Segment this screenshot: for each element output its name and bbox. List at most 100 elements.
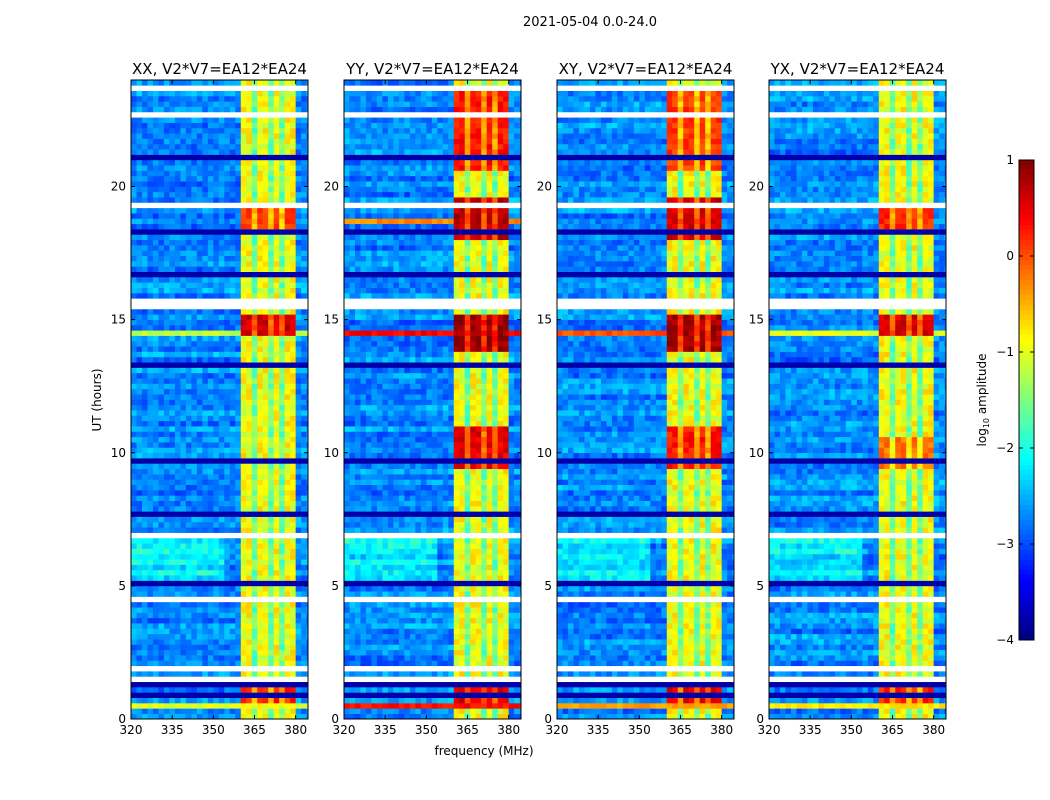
heatmap-cell bbox=[196, 516, 203, 523]
heatmap-cell bbox=[387, 575, 394, 581]
heatmap-cell bbox=[301, 426, 307, 432]
heatmap-cell bbox=[240, 80, 247, 86]
heatmap-cell bbox=[235, 165, 242, 171]
heatmap-cell bbox=[508, 596, 515, 603]
heatmap-cell bbox=[426, 580, 433, 587]
heatmap-cell bbox=[246, 138, 253, 145]
heatmap-cell bbox=[169, 580, 176, 587]
heatmap-cell bbox=[136, 202, 143, 209]
heatmap-cell bbox=[409, 713, 416, 720]
heatmap-cell bbox=[196, 346, 203, 352]
heatmap-cell bbox=[268, 298, 274, 304]
heatmap-cell bbox=[240, 692, 247, 699]
heatmap-cell bbox=[387, 553, 394, 560]
heatmap-cell bbox=[229, 575, 236, 581]
heatmap-cell bbox=[202, 692, 209, 699]
heatmap-cell bbox=[290, 175, 296, 182]
heatmap-cell bbox=[240, 644, 247, 651]
heatmap-cell bbox=[246, 559, 253, 565]
heatmap-cell bbox=[136, 138, 143, 145]
heatmap-cell bbox=[207, 649, 214, 656]
heatmap-cell bbox=[268, 282, 274, 288]
heatmap-cell bbox=[514, 575, 520, 581]
heatmap-cell bbox=[344, 655, 350, 661]
heatmap-cell bbox=[235, 340, 242, 347]
heatmap-cell bbox=[174, 218, 181, 225]
heatmap-cell bbox=[185, 245, 192, 251]
heatmap-cell bbox=[147, 474, 154, 480]
heatmap-cell bbox=[279, 580, 285, 587]
heatmap-cell bbox=[246, 223, 253, 230]
heatmap-cell bbox=[136, 191, 143, 198]
heatmap-cell bbox=[376, 591, 383, 597]
heatmap-cell bbox=[442, 676, 449, 683]
heatmap-cell bbox=[229, 372, 236, 379]
heatmap-cell bbox=[196, 484, 203, 491]
heatmap-cell bbox=[174, 596, 181, 603]
heatmap-cell bbox=[213, 601, 220, 608]
heatmap-cell bbox=[163, 623, 170, 629]
heatmap-cell bbox=[207, 324, 214, 331]
heatmap-cell bbox=[213, 255, 220, 262]
heatmap-cell bbox=[415, 591, 422, 597]
heatmap-cell bbox=[492, 703, 498, 709]
heatmap-cell bbox=[141, 591, 148, 597]
heatmap-cell bbox=[251, 703, 258, 709]
heatmap-cell bbox=[464, 649, 471, 656]
x-tick-label: 350 bbox=[202, 723, 225, 737]
heatmap-cell bbox=[224, 106, 231, 113]
heatmap-cell bbox=[235, 681, 242, 688]
heatmap-cell bbox=[273, 447, 280, 454]
heatmap-cell bbox=[158, 687, 165, 693]
heatmap-cell bbox=[131, 628, 137, 635]
heatmap-cell bbox=[180, 367, 187, 374]
heatmap-cell bbox=[152, 623, 159, 629]
heatmap-cell bbox=[213, 191, 220, 198]
heatmap-cell bbox=[229, 506, 236, 512]
heatmap-cell bbox=[442, 660, 449, 667]
heatmap-cell bbox=[235, 314, 242, 320]
heatmap-cell bbox=[279, 484, 285, 491]
heatmap-cell bbox=[251, 495, 258, 501]
heatmap-cell bbox=[290, 639, 296, 645]
heatmap-cell bbox=[196, 671, 203, 677]
heatmap-cell bbox=[257, 218, 264, 225]
heatmap-cell bbox=[131, 138, 137, 145]
heatmap-cell bbox=[290, 681, 296, 688]
heatmap-cell bbox=[240, 197, 247, 203]
heatmap-cell bbox=[147, 676, 154, 683]
heatmap-cell bbox=[240, 324, 247, 331]
heatmap-cell bbox=[240, 474, 247, 480]
heatmap-cell bbox=[306, 639, 309, 645]
heatmap-cell bbox=[262, 277, 269, 283]
heatmap-cell bbox=[196, 559, 203, 565]
heatmap-cell bbox=[136, 154, 143, 161]
heatmap-cell bbox=[262, 639, 269, 645]
heatmap-cell bbox=[284, 255, 291, 262]
heatmap-cell bbox=[262, 628, 269, 635]
heatmap-cell bbox=[136, 644, 143, 651]
heatmap-cell bbox=[224, 314, 231, 320]
heatmap-cell bbox=[246, 202, 253, 209]
heatmap-cell bbox=[218, 692, 225, 699]
heatmap-cell bbox=[262, 383, 269, 390]
heatmap-cell bbox=[290, 692, 296, 699]
heatmap-cell bbox=[224, 245, 231, 251]
heatmap-cell bbox=[273, 138, 280, 145]
heatmap-cell bbox=[131, 378, 137, 384]
heatmap-cell bbox=[257, 287, 264, 294]
heatmap-cell bbox=[475, 644, 482, 651]
heatmap-cell bbox=[290, 623, 296, 629]
heatmap-cell bbox=[268, 564, 274, 571]
heatmap-cell bbox=[514, 607, 520, 613]
heatmap-cell bbox=[508, 559, 515, 565]
heatmap-cell bbox=[306, 346, 309, 352]
heatmap-cell bbox=[207, 506, 214, 512]
heatmap-cell bbox=[169, 362, 176, 368]
heatmap-cell bbox=[218, 474, 225, 480]
heatmap-cell bbox=[141, 474, 148, 480]
heatmap-cell bbox=[152, 527, 159, 533]
heatmap-cell bbox=[273, 133, 280, 139]
heatmap-cell bbox=[268, 490, 274, 496]
heatmap-cell bbox=[196, 308, 203, 315]
